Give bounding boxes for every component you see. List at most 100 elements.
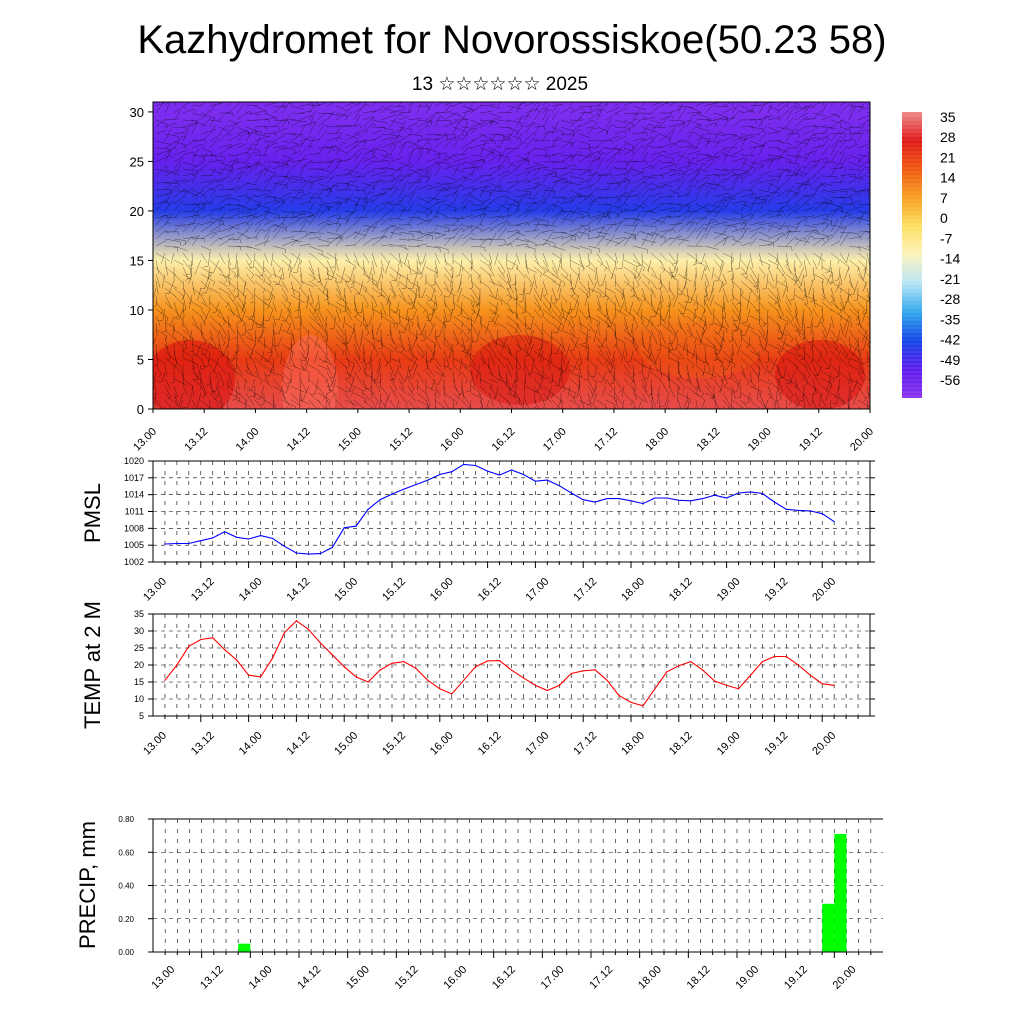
- x-tick-label: 15.00: [332, 576, 360, 604]
- y-tick-label: 15: [134, 677, 144, 687]
- series-point: [331, 546, 333, 549]
- y-tick-label: 10: [134, 694, 144, 704]
- series-point: [259, 535, 262, 537]
- x-tick-label: 13.00: [141, 576, 169, 604]
- series-point: [439, 688, 441, 690]
- y-axis-label: PMSL: [80, 483, 105, 543]
- x-tick-label: 15.00: [336, 426, 364, 454]
- x-tick-label: 13.00: [141, 730, 169, 758]
- series-point: [224, 649, 226, 651]
- series-point: [606, 679, 608, 681]
- series-point: [176, 542, 178, 545]
- x-tick-label: 17.00: [524, 576, 552, 604]
- series-point: [212, 637, 214, 639]
- series-point: [176, 664, 178, 666]
- series-point: [630, 500, 632, 502]
- series-point: [259, 676, 262, 678]
- x-tick-label: 19.00: [715, 576, 743, 604]
- x-tick-label: 19.12: [763, 730, 791, 758]
- series-point: [690, 500, 692, 502]
- colorbar-gradient: [902, 112, 922, 398]
- series-point: [415, 667, 417, 670]
- series-point: [510, 669, 513, 671]
- series-point: [570, 672, 572, 675]
- colorbar-label: 21: [940, 149, 956, 165]
- series-point: [463, 463, 465, 465]
- colorbar-label: 14: [940, 170, 956, 186]
- series-point: [594, 669, 596, 671]
- series-point: [678, 499, 680, 501]
- colorbar: 35 28 21 14 7 0 -7 -14 -21 -28 -35 -42 -49 -56: [902, 109, 960, 398]
- page-title: Kazhydromet for Novorossiskoe(50.23 58): [137, 18, 887, 62]
- y-axis-label: PRECIP, mm: [75, 821, 100, 949]
- x-tick-label: 15.12: [387, 426, 415, 454]
- series-point: [307, 553, 309, 555]
- x-tick-label: 13.12: [198, 964, 226, 992]
- x-tick-label: 15.00: [344, 964, 372, 992]
- x-tick-label: 18.00: [636, 964, 664, 992]
- x-tick-label: 18.12: [695, 426, 723, 454]
- series-point: [618, 497, 620, 500]
- series-point: [630, 701, 632, 704]
- series-point: [714, 680, 716, 682]
- series-point: [761, 661, 764, 663]
- y-tick-label: 35: [134, 609, 144, 619]
- heat-blob: [775, 340, 865, 409]
- colorbar-label: -35: [940, 311, 960, 327]
- series-point: [714, 494, 716, 496]
- y-tick-label: 0.40: [118, 882, 134, 891]
- heat-blob: [470, 335, 570, 405]
- x-tick-label: 19.00: [746, 426, 774, 454]
- series-point: [379, 499, 381, 501]
- series-point: [534, 480, 537, 482]
- series-point: [642, 705, 644, 707]
- series-point: [391, 662, 393, 664]
- x-tick-label: 19.12: [763, 576, 791, 604]
- colorbar-label: -28: [940, 291, 960, 307]
- series-point: [331, 654, 333, 656]
- series-point: [761, 492, 764, 495]
- series-point: [451, 471, 453, 473]
- precip-bar: [238, 943, 251, 952]
- y-tick-label: 20: [130, 204, 144, 219]
- x-tick-label: 14.12: [295, 964, 323, 992]
- x-tick-label: 14.00: [237, 730, 265, 758]
- x-tick-label: 19.12: [797, 426, 825, 454]
- y-tick-label: 1014: [124, 490, 144, 500]
- y-tick-label: 20: [134, 660, 144, 670]
- x-tick-label: 15.00: [332, 730, 360, 758]
- series-point: [654, 688, 656, 690]
- series-point: [475, 666, 477, 668]
- x-tick-label: 15.12: [393, 964, 421, 992]
- series-point: [642, 503, 644, 505]
- x-tick-label: 17.00: [539, 964, 567, 992]
- series-point: [522, 677, 525, 679]
- series-point: [307, 628, 309, 630]
- series-line: [164, 620, 835, 707]
- series-point: [427, 679, 429, 681]
- colorbar-label: 35: [940, 109, 956, 125]
- y-tick-label: 1005: [124, 540, 144, 550]
- colorbar-label: -21: [940, 271, 960, 287]
- series-point: [654, 497, 656, 499]
- x-tick-label: 14.12: [285, 426, 313, 454]
- y-tick-label: 15: [130, 253, 144, 268]
- series-point: [403, 661, 405, 663]
- series-point: [582, 499, 584, 501]
- y-tick-label: 25: [134, 643, 144, 653]
- x-tick-label: 13.00: [149, 964, 177, 992]
- series-point: [785, 508, 787, 510]
- series-point: [618, 695, 620, 697]
- series-point: [379, 669, 381, 671]
- cross-section-panel: 0 5 10 15 20 25 30 13.00 13.12 14.00 14.12 15.00 15.…: [130, 101, 876, 454]
- x-tick-label: 13.12: [189, 576, 217, 604]
- series-point: [224, 531, 226, 533]
- heat-blob: [282, 335, 338, 409]
- series-point: [295, 552, 297, 554]
- series-point: [343, 527, 345, 529]
- x-tick-label: 20.00: [831, 964, 859, 992]
- x-tick-label: 14.12: [285, 730, 313, 758]
- series-point: [821, 513, 823, 515]
- series-point: [666, 497, 668, 499]
